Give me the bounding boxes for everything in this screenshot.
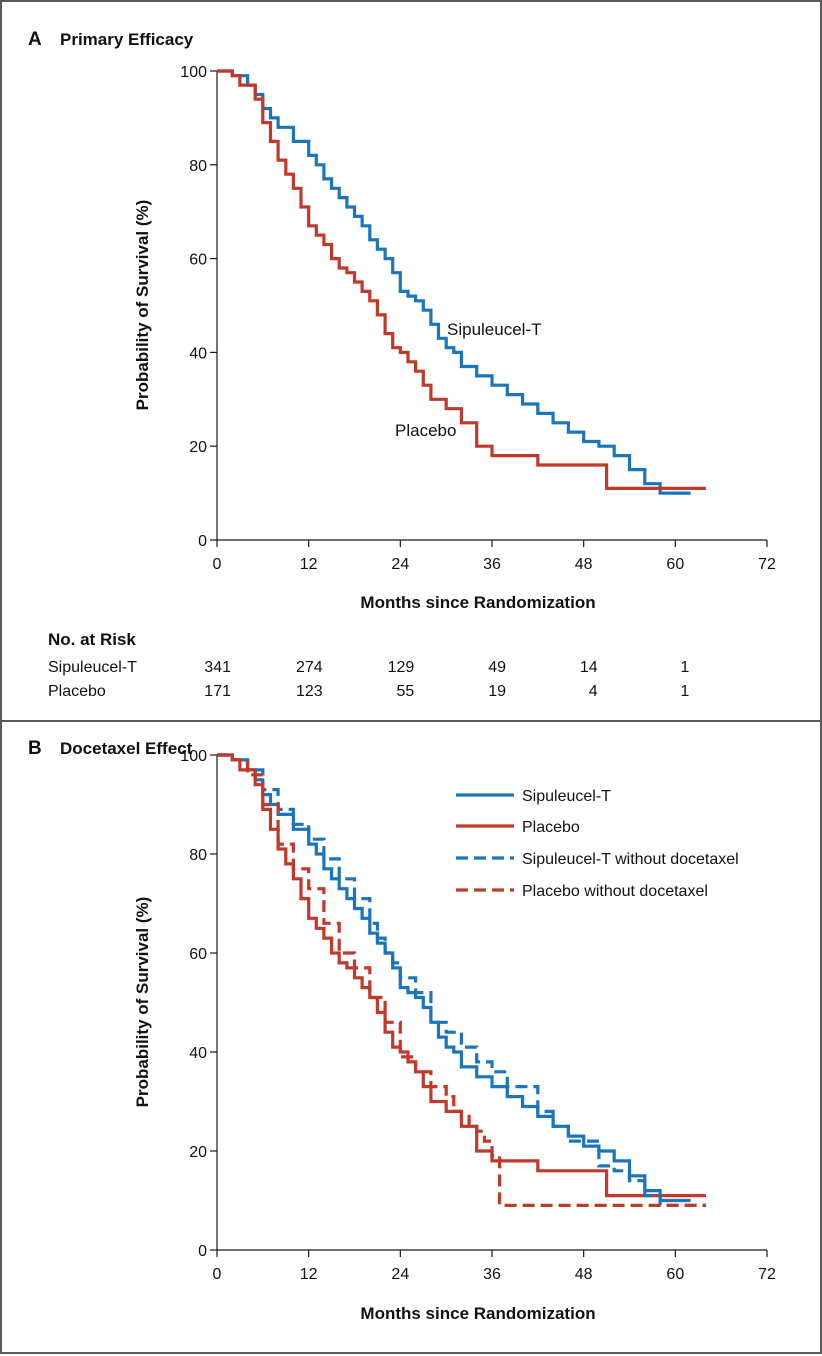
legend-label-sipuleucel: Sipuleucel-T: [522, 788, 611, 805]
x-tick-label: 0: [213, 1266, 222, 1283]
x-axis-title: Months since Randomization: [360, 593, 595, 612]
chart-b-legend: Sipuleucel-T Placebo Sipuleucel-T withou…: [456, 788, 739, 900]
legend-label-placebo-no-docetaxel: Placebo without docetaxel: [522, 883, 708, 900]
x-tick-label: 60: [666, 556, 684, 573]
risk-value: 4: [589, 683, 598, 700]
x-tick-label: 24: [391, 556, 409, 573]
risk-value: 1: [680, 683, 689, 700]
panel-b: B Docetaxel Effect 0 20 40 60 80 100 0 12 24 36 48…: [0, 720, 822, 1354]
legend-label-sipuleucel-no-docetaxel: Sipuleucel-T without docetaxel: [522, 851, 739, 868]
series-placebo: [217, 753, 706, 1198]
y-tick-label: 20: [189, 439, 207, 456]
x-tick-label: 48: [575, 1266, 593, 1283]
chart-a-series: [217, 69, 706, 495]
y-axis-title: Probability of Survival (%): [133, 200, 152, 411]
chart-b-axes: 0 20 40 60 80 100 0 12 24 36 48 60 72 Months since Ra…: [133, 748, 776, 1323]
x-tick-label: 60: [666, 1266, 684, 1283]
y-tick-label: 100: [180, 64, 207, 81]
y-tick-label: 80: [189, 158, 207, 175]
risk-value: 14: [580, 659, 598, 676]
panel-a-letter: A: [28, 29, 42, 50]
curve-label-placebo: Placebo: [395, 421, 456, 440]
y-tick-label: 100: [180, 748, 207, 765]
panel-a-title: Primary Efficacy: [60, 30, 194, 49]
y-tick-label: 40: [189, 1045, 207, 1062]
risk-value: 55: [397, 683, 415, 700]
risk-value: 129: [388, 659, 415, 676]
risk-value: 19: [488, 683, 506, 700]
x-tick-label: 72: [758, 556, 776, 573]
x-tick-label: 48: [575, 556, 593, 573]
risk-table: No. at Risk Sipuleucel-T Placebo 341 274 1…: [48, 630, 689, 700]
y-tick-label: 60: [189, 252, 207, 269]
y-tick-label: 0: [198, 533, 207, 550]
x-axis-title: Months since Randomization: [360, 1304, 595, 1323]
x-tick-label: 0: [213, 556, 222, 573]
y-tick-label: 40: [189, 345, 207, 362]
panel-b-letter: B: [28, 738, 42, 759]
y-axis-title: Probability of Survival (%): [133, 897, 152, 1108]
x-tick-label: 12: [300, 1266, 318, 1283]
legend-label-placebo: Placebo: [522, 819, 580, 836]
series-sipuleucel-t: [217, 753, 691, 1203]
x-tick-label: 72: [758, 1266, 776, 1283]
curve-label-sipuleucel: Sipuleucel-T: [447, 320, 542, 339]
risk-value: 274: [296, 659, 323, 676]
risk-value: 123: [296, 683, 323, 700]
y-tick-label: 80: [189, 847, 207, 864]
chart-b-series: [217, 753, 706, 1207]
x-tick-label: 24: [391, 1266, 409, 1283]
chart-b-svg: B Docetaxel Effect 0 20 40 60 80 100 0 12 24 36 48…: [28, 738, 776, 1323]
risk-value: 341: [204, 659, 231, 676]
y-tick-label: 20: [189, 1144, 207, 1161]
y-tick-label: 0: [198, 1243, 207, 1260]
y-tick-label: 60: [189, 946, 207, 963]
risk-table-title: No. at Risk: [48, 630, 136, 649]
series-placebo-without-docetaxel: [217, 753, 706, 1207]
risk-row-label-sipuleucel: Sipuleucel-T: [48, 659, 137, 676]
risk-value: 171: [204, 683, 231, 700]
risk-value: 49: [488, 659, 506, 676]
panel-a: A Primary Efficacy 0 20 40 60 80 100 0 12 24 36 48…: [0, 0, 822, 722]
x-tick-label: 36: [483, 1266, 501, 1283]
series-sipuleucel-t-without-docetaxel: [217, 753, 706, 1207]
series-placebo: [217, 69, 706, 490]
panel-b-title: Docetaxel Effect: [60, 739, 193, 758]
risk-value: 1: [680, 659, 689, 676]
risk-row-label-placebo: Placebo: [48, 683, 106, 700]
chart-a-axes: 0 20 40 60 80 100 0 12 24 36 48 60 72 Months since Ra…: [133, 64, 776, 612]
risk-values: 341 274 129 49 14 1 171 123 55 19 4 1: [204, 659, 689, 700]
chart-a-svg: A Primary Efficacy 0 20 40 60 80 100 0 12 24 36 48…: [28, 29, 776, 700]
x-tick-label: 36: [483, 556, 501, 573]
series-sipuleucel-t: [217, 69, 691, 495]
x-tick-label: 12: [300, 556, 318, 573]
